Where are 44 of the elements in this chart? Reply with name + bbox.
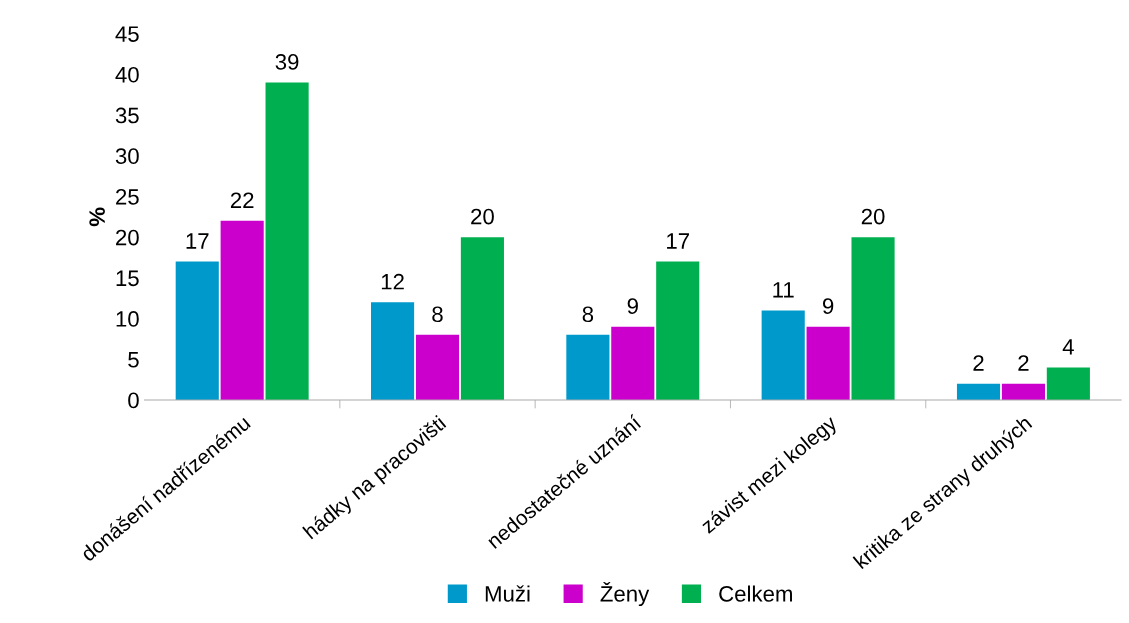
bar: [1001, 383, 1045, 400]
y-tick-label: 45: [115, 26, 139, 42]
bar: [220, 220, 264, 400]
legend-label: Ženy: [600, 582, 650, 607]
y-tick-label: 5: [128, 352, 139, 368]
bar: [265, 82, 309, 400]
y-tick-label: 0: [128, 392, 139, 409]
bar: [656, 261, 700, 400]
data-label: 8: [582, 306, 594, 323]
data-label: 20: [861, 208, 885, 225]
y-tick-label: 15: [116, 270, 139, 287]
y-tick-label: 25: [116, 188, 139, 205]
bar: [460, 237, 504, 400]
data-label: 17: [667, 233, 689, 249]
bar: [956, 383, 1001, 400]
y-tick-label: 30: [115, 148, 139, 165]
bar: [175, 261, 219, 400]
data-label: 12: [381, 273, 404, 290]
data-label: 2: [1018, 355, 1029, 371]
data-label: 2: [973, 355, 984, 371]
y-tick-label: 40: [115, 66, 139, 83]
bar: [371, 302, 415, 400]
data-label: 17: [186, 233, 209, 249]
bar: [761, 310, 805, 400]
y-tick-label: 10: [116, 311, 139, 327]
bar: [611, 326, 655, 400]
legend-label: Celkem: [719, 585, 792, 602]
data-label: 8: [432, 306, 443, 323]
y-axis-title: %: [89, 207, 105, 227]
data-label: 9: [822, 298, 834, 314]
data-label: 22: [230, 192, 254, 208]
y-tick-label: 35: [115, 107, 139, 124]
data-label: 4: [1062, 339, 1074, 355]
legend-label: Muži: [485, 585, 530, 602]
bar: [806, 326, 850, 400]
data-label: 9: [627, 298, 638, 314]
data-label: 39: [275, 54, 299, 70]
data-label: 20: [471, 208, 494, 225]
bar: [1046, 367, 1090, 400]
bar: [851, 237, 895, 400]
data-label: 11: [773, 282, 794, 298]
y-tick-label: 20: [116, 229, 139, 246]
bar: [415, 334, 460, 400]
bar: [566, 334, 610, 400]
